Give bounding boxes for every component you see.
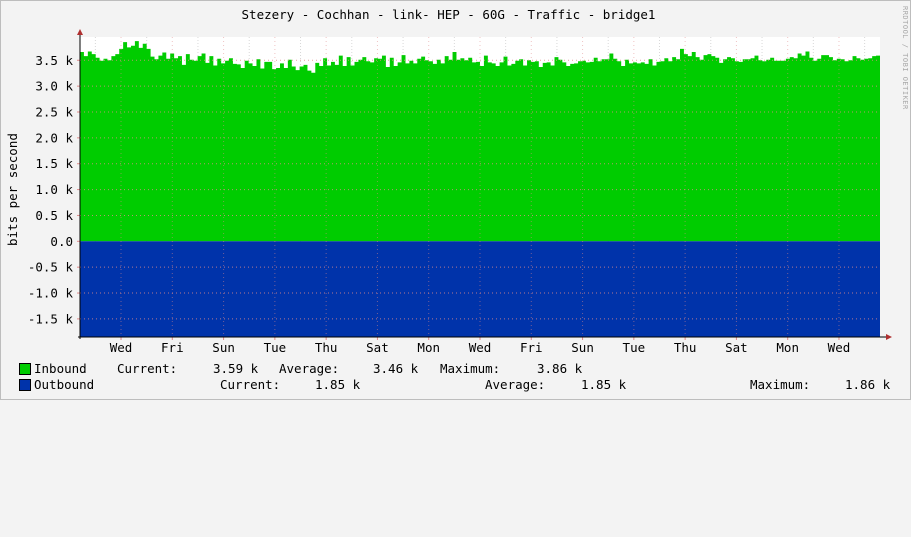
x-tick-label: Sun xyxy=(212,340,235,355)
traffic-chart: 3.5 k 3.0 k 2.5 k 2.0 k 1.5 k 1.0 k 0.5 k 0.0 -0… xyxy=(28,29,892,355)
x-axis-arrow xyxy=(886,334,892,340)
x-tick-label: Tue xyxy=(264,340,287,355)
y-tick-label: 2.5 k xyxy=(35,105,73,120)
y-tick-label: -1.5 k xyxy=(28,311,74,326)
inbound-current-label: Current: xyxy=(117,361,178,376)
y-tick-label: 2.0 k xyxy=(35,130,73,145)
x-tick-label: Thu xyxy=(674,340,697,355)
outbound-current-value: 1.85 k xyxy=(315,377,361,392)
outbound-average-label: Average: xyxy=(485,377,546,392)
y-tick-label: 3.0 k xyxy=(35,79,73,94)
x-tick-label: Sun xyxy=(571,340,594,355)
outbound-swatch xyxy=(19,379,31,391)
y-tick-label: 0.0 xyxy=(50,234,73,249)
rrdtool-watermark: RRDTOOL / TOBI OETIKER xyxy=(901,6,909,110)
axes xyxy=(77,29,892,340)
y-tick-label: 1.0 k xyxy=(35,182,73,197)
x-axis-ticks: Wed Fri Sun Tue Thu Sat Mon Wed Fri Sun Tue Thu Sat M… xyxy=(110,337,851,355)
outbound-maximum-label: Maximum: xyxy=(750,377,811,392)
x-tick-label: Wed xyxy=(828,340,851,355)
x-tick-label: Fri xyxy=(520,340,543,355)
x-tick-label: Mon xyxy=(417,340,440,355)
x-tick-label: Sat xyxy=(366,340,389,355)
y-tick-label: 0.5 k xyxy=(35,208,73,223)
y-axis-ticks: 3.5 k 3.0 k 2.5 k 2.0 k 1.5 k 1.0 k 0.5 k 0.0 -0… xyxy=(28,53,80,326)
outbound-average-value: 1.85 k xyxy=(581,377,627,392)
outbound-current-label: Current: xyxy=(220,377,281,392)
inbound-maximum-value: 3.86 k xyxy=(537,361,583,376)
inbound-current-value: 3.59 k xyxy=(213,361,259,376)
x-tick-label: Fri xyxy=(161,340,184,355)
x-tick-label: Thu xyxy=(315,340,338,355)
y-tick-label: 3.5 k xyxy=(35,53,73,68)
legend-row-outbound: Outbound Current: 1.85 k Average: 1.85 k… xyxy=(19,377,890,393)
y-tick-label: -0.5 k xyxy=(28,260,74,275)
graph-frame: Stezery - Cochhan - link- HEP - 60G - Tr… xyxy=(0,0,911,400)
x-tick-label: Wed xyxy=(110,340,133,355)
chart-title: Stezery - Cochhan - link- HEP - 60G - Tr… xyxy=(241,7,656,22)
x-tick-label: Sat xyxy=(725,340,748,355)
y-tick-label: -1.0 k xyxy=(28,286,74,301)
outbound-maximum-value: 1.86 k xyxy=(845,377,891,392)
outbound-label: Outbound xyxy=(34,377,95,392)
inbound-maximum-label: Maximum: xyxy=(440,361,501,376)
inbound-swatch xyxy=(19,363,31,375)
x-tick-label: Tue xyxy=(623,340,646,355)
legend-row-inbound: Inbound Current: 3.59 k Average: 3.46 k … xyxy=(19,361,582,377)
inbound-label: Inbound xyxy=(34,361,87,376)
y-axis-arrow xyxy=(77,29,83,35)
x-tick-label: Mon xyxy=(776,340,799,355)
x-tick-label: Wed xyxy=(469,340,492,355)
major-grid xyxy=(80,37,880,337)
inbound-average-value: 3.46 k xyxy=(373,361,419,376)
legend: Inbound Current: 3.59 k Average: 3.46 k … xyxy=(1,357,911,401)
y-tick-label: 1.5 k xyxy=(35,156,73,171)
inbound-average-label: Average: xyxy=(279,361,340,376)
